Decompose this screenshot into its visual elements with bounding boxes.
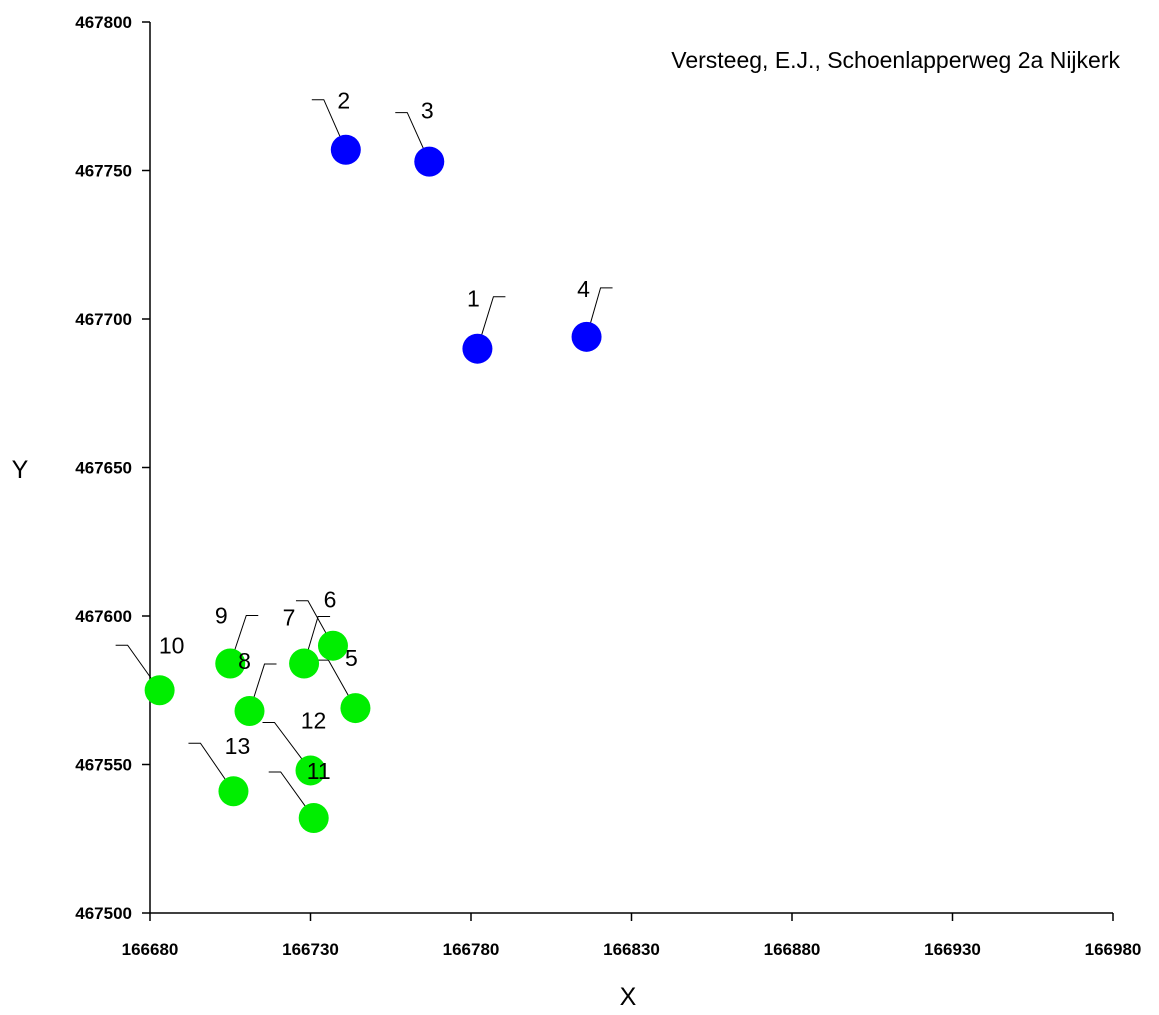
data-points (144, 134, 602, 833)
data-point (330, 134, 361, 165)
y-tick-label: 467750 (75, 162, 132, 181)
point-label: 13 (225, 733, 251, 759)
label-leader-line (249, 663, 277, 712)
chart-title: Versteeg, E.J., Schoenlapperweg 2a Nijke… (671, 47, 1120, 73)
label-leader-line (395, 112, 430, 162)
data-point (414, 146, 445, 177)
label-leader-line (476, 296, 506, 349)
data-point (215, 648, 246, 679)
x-tick-label: 166930 (924, 940, 981, 959)
data-point (317, 630, 348, 661)
label-leader-line (229, 615, 259, 664)
data-point (462, 333, 493, 364)
point-label: 2 (337, 88, 350, 114)
x-axis-ticks: 166680 166730 166780 166830 166880 166930 1669… (122, 913, 1142, 959)
data-point (340, 693, 371, 724)
y-tick-label: 467800 (75, 13, 132, 32)
data-point (289, 648, 320, 679)
x-axis-title: X (620, 983, 637, 1011)
data-point (144, 675, 175, 706)
point-label: 4 (577, 276, 590, 302)
y-tick-label: 467550 (75, 756, 132, 775)
y-tick-label: 467700 (75, 310, 132, 329)
point-label: 3 (421, 98, 434, 124)
label-leader-line (188, 742, 234, 792)
point-label: 7 (283, 605, 296, 631)
data-point (295, 755, 326, 786)
data-point (234, 696, 265, 727)
label-leader-line (586, 287, 613, 337)
label-leader-line (311, 99, 347, 150)
point-label: 5 (345, 645, 358, 671)
label-leader-lines (115, 99, 613, 819)
x-tick-label: 166830 (603, 940, 660, 959)
point-label: 9 (215, 603, 228, 629)
x-tick-label: 166980 (1085, 940, 1142, 959)
y-tick-label: 467500 (75, 904, 132, 923)
point-label: 1 (467, 286, 480, 312)
y-tick-label: 467650 (75, 459, 132, 478)
x-tick-label: 166680 (122, 940, 179, 959)
y-axis-ticks: 467500 467550 467600 467650 467700 467750 4678… (75, 13, 150, 923)
x-tick-label: 166730 (282, 940, 339, 959)
data-point (298, 802, 329, 833)
label-leader-line (115, 644, 161, 691)
y-axis-title: Y (12, 456, 29, 484)
label-leader-line (262, 721, 311, 771)
x-tick-label: 166780 (443, 940, 500, 959)
point-label: 11 (307, 758, 331, 784)
label-leader-line (316, 659, 356, 709)
label-leader-line (295, 600, 334, 646)
point-label: 10 (159, 632, 185, 658)
point-label: 6 (324, 587, 337, 613)
label-leader-line (303, 616, 331, 664)
point-label: 8 (238, 648, 251, 674)
label-leader-line (268, 771, 315, 819)
point-label: 12 (301, 707, 327, 733)
data-point (218, 776, 249, 807)
x-tick-label: 166880 (764, 940, 821, 959)
data-point (571, 321, 602, 352)
y-tick-label: 467600 (75, 607, 132, 626)
